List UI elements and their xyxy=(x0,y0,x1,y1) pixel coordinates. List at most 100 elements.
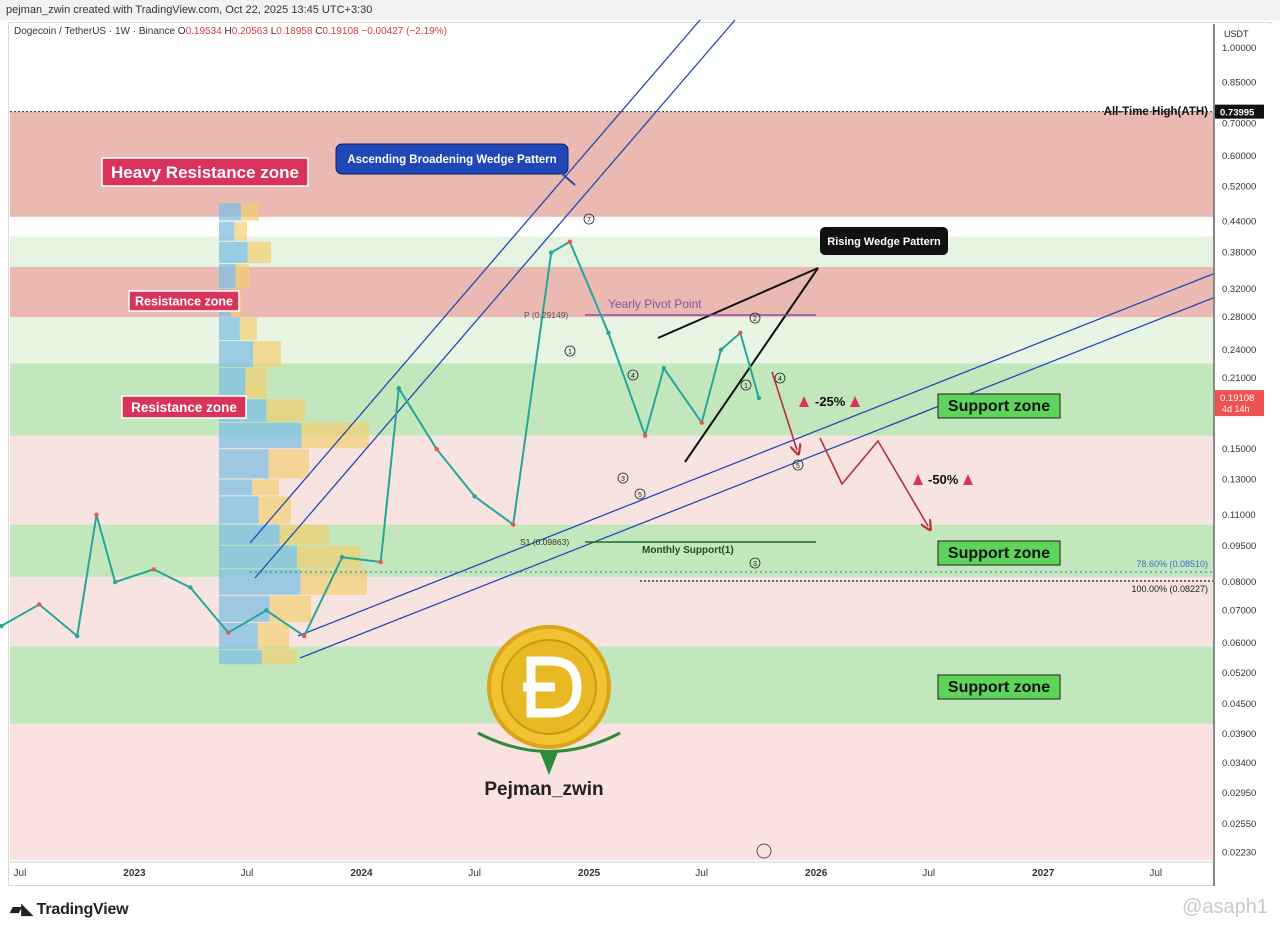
resistance-zone-label: Resistance zone xyxy=(135,295,233,309)
wave-count-digit: 3 xyxy=(621,476,625,483)
projection-arrow xyxy=(819,437,928,526)
price-point xyxy=(74,633,80,639)
x-tick-label: Jul xyxy=(922,868,935,879)
x-tick-label: 2026 xyxy=(805,868,828,879)
watermark-text: @asaph1 xyxy=(1182,896,1268,918)
open-label: O xyxy=(177,26,186,37)
fib-100-label: 100.00% (0.08227) xyxy=(1131,584,1208,594)
high-label: H xyxy=(224,26,232,37)
pivot-s1-label: S1 (0.09863) xyxy=(520,537,569,547)
volume-profile-bar xyxy=(219,595,270,622)
tradingview-brand: TradingView xyxy=(36,901,129,918)
x-tick-label: 2024 xyxy=(350,868,373,879)
target-25-label: -25% xyxy=(815,394,846,409)
volume-profile-bar xyxy=(219,496,259,524)
x-tick-label: 2023 xyxy=(123,868,146,879)
volume-profile-bar xyxy=(219,479,252,496)
support-zone-label-box xyxy=(937,393,1061,419)
price-point xyxy=(472,494,477,499)
open-value: 0.19534 xyxy=(185,26,222,37)
y-tick-label: 1.00000 xyxy=(1222,43,1256,54)
alert-icon xyxy=(963,474,973,485)
price-point xyxy=(661,365,666,371)
x-tick-label: Jul xyxy=(468,868,481,879)
y-tick-label: 0.52000 xyxy=(1222,181,1256,192)
wave-count-marker xyxy=(749,312,761,324)
symbol-name[interactable]: Dogecoin / TetherUS · 1W · Binance xyxy=(14,26,176,37)
volume-profile-bar xyxy=(219,368,246,399)
y-tick-label: 0.13000 xyxy=(1222,474,1256,485)
wave-count-marker xyxy=(749,557,761,569)
y-tick-label: 0.03900 xyxy=(1222,729,1256,740)
y-tick-label: 0.21000 xyxy=(1222,373,1256,384)
logo-swoosh-tip xyxy=(540,752,558,775)
bg-band xyxy=(10,236,1213,267)
y-tick-label: 0.28000 xyxy=(1222,312,1256,323)
tradingview-mark-icon: ▰◣ xyxy=(10,901,33,918)
ohlc-legend: Dogecoin / TetherUS · 1W · Binance O0.19… xyxy=(14,26,447,37)
y-tick-label: 0.38000 xyxy=(1222,248,1256,259)
price-point xyxy=(339,555,345,560)
wave-count-marker xyxy=(792,459,804,471)
wave-count-digit: 4 xyxy=(778,376,782,383)
wave-count-marker xyxy=(627,369,639,381)
rising-wedge-line xyxy=(657,267,819,339)
volume-profile-bar xyxy=(252,479,279,496)
watermark: @asaph1 xyxy=(1182,896,1268,919)
volume-profile-bar xyxy=(266,399,305,422)
y-tick-label: 0.03400 xyxy=(1222,758,1256,769)
support-zone-label-box xyxy=(937,674,1061,700)
x-tick-label: 2025 xyxy=(578,868,601,879)
volume-profile-bar xyxy=(253,341,281,368)
price-point xyxy=(718,347,724,352)
author-caption: pejman_zwin created with TradingView.com… xyxy=(0,0,1280,20)
x-tick-label: Jul xyxy=(241,868,254,879)
price-point xyxy=(0,623,4,629)
y-tick-label: 0.70000 xyxy=(1222,118,1256,129)
volume-profile-bar xyxy=(219,221,235,241)
wave-count-digit: 3 xyxy=(753,561,757,568)
ath-price-tag xyxy=(1215,104,1264,119)
low-label: L xyxy=(270,26,277,37)
alert-icon xyxy=(913,474,923,485)
volume-profile-bar xyxy=(279,524,329,545)
wave-count-digit: 1 xyxy=(744,383,748,390)
y-tick-label: 0.44000 xyxy=(1222,217,1256,228)
close-label: C xyxy=(315,26,323,37)
fib-786-label: 78.60% (0.08510) xyxy=(1136,559,1208,569)
ath-label: All-Time High(ATH) xyxy=(1104,106,1209,118)
projection-arrow xyxy=(771,371,797,450)
lightning-icon xyxy=(756,843,772,859)
author-logo-text: Pejman_zwin xyxy=(484,779,603,800)
support-zone-label-box xyxy=(937,540,1061,566)
x-tick-label: Jul xyxy=(14,868,27,879)
wave-count-digit: 7 xyxy=(587,217,591,224)
resistance-zone-label-box xyxy=(128,290,240,312)
broadening-wedge-label: Ascending Broadening Wedge Pattern xyxy=(347,154,556,166)
volume-profile-bar xyxy=(219,317,240,341)
y-tick-label: 0.60000 xyxy=(1222,151,1256,162)
trendline xyxy=(249,19,701,544)
price-point xyxy=(37,602,42,607)
y-tick-label: 0.02950 xyxy=(1222,788,1256,799)
alert-icon xyxy=(799,396,809,407)
price-point xyxy=(264,608,269,613)
monthly-support-label: Monthly Support(1) xyxy=(642,545,734,556)
tradingview-logo[interactable]: ▰◣ TradingView xyxy=(10,900,129,919)
trendline xyxy=(254,19,736,579)
y-tick-label: 0.15000 xyxy=(1222,444,1256,455)
volume-profile-bar xyxy=(261,650,297,665)
x-tick-label: 2027 xyxy=(1032,868,1055,879)
wave-count-digit: 1 xyxy=(568,349,572,356)
volume-profile-bar xyxy=(219,422,302,449)
rising-wedge-callout xyxy=(820,227,948,255)
low-value: 0.18958 xyxy=(276,26,313,37)
price-point xyxy=(606,330,611,336)
price-point xyxy=(226,630,231,635)
volume-profile-bar xyxy=(219,524,280,545)
resistance-zone-label-box xyxy=(121,395,247,419)
volume-profile-bar xyxy=(219,449,269,479)
wave-count-marker xyxy=(583,213,595,225)
bg-top xyxy=(10,24,1213,112)
